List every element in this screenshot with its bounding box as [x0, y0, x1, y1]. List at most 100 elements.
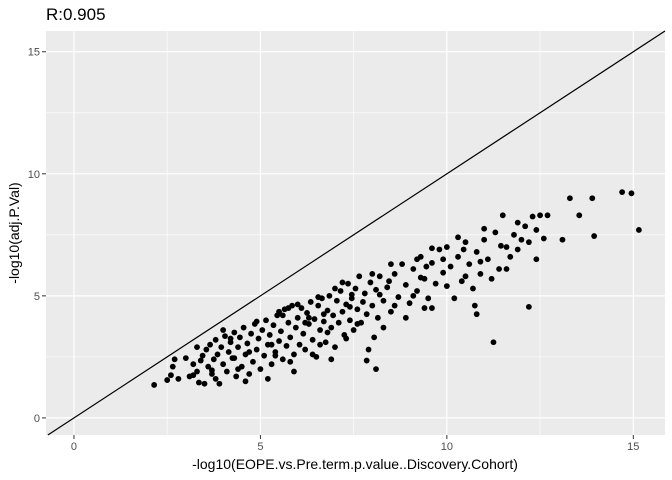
data-point [272, 352, 279, 359]
data-point [511, 231, 517, 238]
data-point [171, 356, 178, 363]
data-point [220, 361, 227, 368]
data-point [317, 341, 323, 348]
data-point [488, 275, 495, 282]
data-point [440, 256, 447, 263]
data-point [339, 279, 346, 286]
data-point [380, 297, 387, 304]
data-point [402, 314, 409, 321]
data-point [466, 261, 473, 268]
data-point [270, 322, 277, 329]
data-point [328, 324, 335, 331]
data-point [363, 357, 370, 364]
data-point [294, 314, 301, 321]
data-point [522, 223, 529, 230]
data-point [481, 225, 488, 232]
data-point [324, 329, 331, 336]
data-point [182, 355, 189, 362]
data-point [436, 246, 443, 253]
data-point [276, 338, 282, 344]
reference-line-group [47, 30, 666, 436]
data-point [168, 372, 174, 379]
data-point [473, 311, 480, 318]
data-point [414, 288, 420, 294]
data-point [388, 308, 394, 315]
data-point [443, 244, 450, 250]
data-point [292, 324, 299, 331]
data-point [443, 283, 450, 289]
data-point [291, 368, 297, 375]
data-point [559, 236, 566, 243]
data-point [242, 378, 249, 385]
data-point [244, 340, 251, 347]
data-point [259, 327, 266, 333]
data-point [307, 299, 314, 305]
data-point [209, 367, 215, 374]
data-point [330, 312, 337, 319]
data-point [276, 308, 282, 315]
data-point [628, 190, 635, 197]
data-point [332, 344, 338, 351]
x-tick-label: 15 [627, 441, 639, 453]
data-point [525, 239, 532, 246]
data-point [384, 284, 391, 291]
data-point [302, 346, 309, 353]
data-point [380, 324, 387, 331]
data-point [471, 302, 478, 309]
data-point [335, 319, 342, 326]
data-point [257, 366, 264, 372]
data-point [203, 346, 210, 353]
data-point [462, 273, 469, 280]
data-point [287, 358, 294, 365]
data-point [429, 245, 435, 252]
data-point [253, 346, 260, 353]
data-point [499, 212, 506, 219]
data-point [429, 305, 435, 311]
data-point [537, 212, 543, 219]
data-point [287, 334, 294, 341]
data-point [311, 316, 318, 322]
data-point [279, 356, 286, 363]
data-point [371, 334, 378, 341]
data-point [348, 291, 355, 298]
data-point [525, 303, 532, 310]
data-point [496, 266, 502, 272]
data-point [440, 269, 447, 276]
data-point [296, 341, 303, 348]
data-point [460, 246, 467, 253]
data-point [332, 285, 338, 292]
data-point [261, 352, 268, 359]
data-point [235, 366, 241, 372]
data-point [343, 335, 350, 342]
data-point [462, 239, 469, 246]
data-point [279, 312, 286, 319]
data-point [197, 357, 204, 364]
data-point [315, 294, 322, 300]
data-point [201, 380, 208, 387]
x-axis-ticks: 0 5 10 15 [71, 435, 639, 453]
data-point [533, 227, 540, 233]
data-point [266, 332, 273, 338]
data-point [302, 319, 309, 326]
x-tick-label: 10 [441, 441, 453, 453]
data-point [447, 263, 454, 270]
data-point [324, 307, 331, 314]
data-point [240, 324, 247, 331]
data-point [210, 356, 217, 363]
data-point [207, 341, 213, 348]
data-point [278, 328, 284, 335]
data-point [255, 335, 262, 342]
data-point [225, 349, 232, 355]
data-point [354, 321, 361, 327]
data-point [635, 227, 642, 233]
data-point [151, 382, 158, 388]
data-point [199, 352, 206, 359]
data-point [529, 213, 536, 220]
data-point [347, 303, 353, 310]
data-point [337, 288, 344, 294]
data-point [305, 314, 312, 321]
data-point [361, 290, 368, 297]
data-point [391, 302, 398, 309]
data-point [376, 273, 383, 280]
data-point [190, 372, 197, 379]
